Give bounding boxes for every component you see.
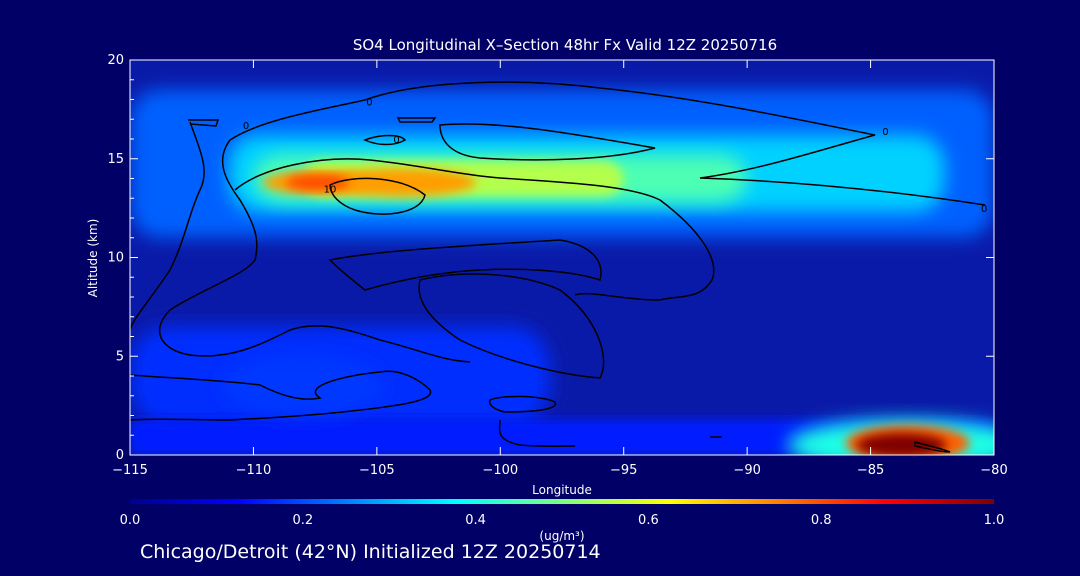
y-tick-label: 15 — [107, 152, 124, 167]
contour-line — [396, 117, 437, 123]
contour-line — [488, 395, 557, 413]
contour-label: 0 — [243, 121, 249, 132]
x-tick-label: −85 — [857, 463, 884, 478]
contour-line — [329, 177, 426, 215]
contour-labels: 0 0 0 0 0 10 — [243, 97, 987, 215]
contour-label: 10 — [324, 184, 337, 195]
contour-line — [159, 99, 471, 363]
y-tick-label: 0 — [116, 448, 124, 463]
contour-label: 0 — [366, 97, 372, 108]
colorbar-tick-label: 0.0 — [120, 513, 141, 528]
y-tick-label: 10 — [107, 251, 124, 266]
contour-line — [418, 273, 605, 379]
chart-title: SO4 Longitudinal X–Section 48hr Fx Valid… — [353, 36, 777, 54]
y-axis: 0 5 10 15 20 — [107, 53, 994, 463]
contour-label: 0 — [981, 204, 987, 215]
concentration-field — [130, 89, 994, 455]
contour-line — [363, 134, 407, 146]
colorbar-bar — [130, 499, 994, 504]
contour-line — [328, 239, 602, 291]
feature-surface-plume — [856, 433, 947, 455]
x-tick-label: −115 — [112, 463, 148, 478]
contour-line — [130, 370, 432, 421]
colorbar-units-label: (ug/m³) — [539, 529, 584, 543]
contour-line — [914, 440, 951, 453]
x-axis-label: Longitude — [532, 483, 592, 497]
colorbar-ticks: 0.0 0.2 0.4 0.6 0.8 1.0 — [120, 513, 1005, 528]
colorbar: 0.0 0.2 0.4 0.6 0.8 1.0 (ug/m³) — [120, 499, 1005, 543]
contour-line — [234, 158, 715, 301]
feature-upper-core-peak — [285, 174, 350, 191]
feature-low-level-west — [222, 355, 383, 416]
x-axis: −115 −110 −105 −100 −95 −90 −85 −80 — [112, 60, 1008, 478]
contour-label: 0 — [882, 127, 888, 138]
colorbar-tick-label: 0.2 — [292, 513, 313, 528]
contour-lines — [130, 81, 986, 453]
colorbar-tick-label: 1.0 — [984, 513, 1005, 528]
x-tick-label: −90 — [733, 463, 760, 478]
field-band-surface — [130, 419, 994, 455]
x-tick-label: −110 — [236, 463, 272, 478]
x-tick-label: −80 — [980, 463, 1007, 478]
x-tick-label: −95 — [610, 463, 637, 478]
contour-label: 0 — [393, 135, 399, 146]
y-axis-label: Altitude (km) — [86, 219, 100, 298]
colorbar-tick-label: 0.6 — [638, 513, 659, 528]
contour-line — [364, 81, 986, 206]
init-caption: Chicago/Detroit (42°N) Initialized 12Z 2… — [140, 541, 601, 563]
x-tick-label: −100 — [482, 463, 518, 478]
contour-line — [188, 119, 220, 127]
plot-area: 0 0 0 0 0 10 — [130, 60, 994, 455]
contour-line — [498, 419, 576, 447]
contour-line — [130, 121, 205, 331]
x-tick-label: −105 — [359, 463, 395, 478]
y-tick-label: 5 — [116, 349, 124, 364]
colorbar-tick-label: 0.4 — [465, 513, 486, 528]
contour-line — [439, 123, 656, 161]
colorbar-tick-label: 0.8 — [811, 513, 832, 528]
y-tick-label: 20 — [107, 53, 124, 68]
